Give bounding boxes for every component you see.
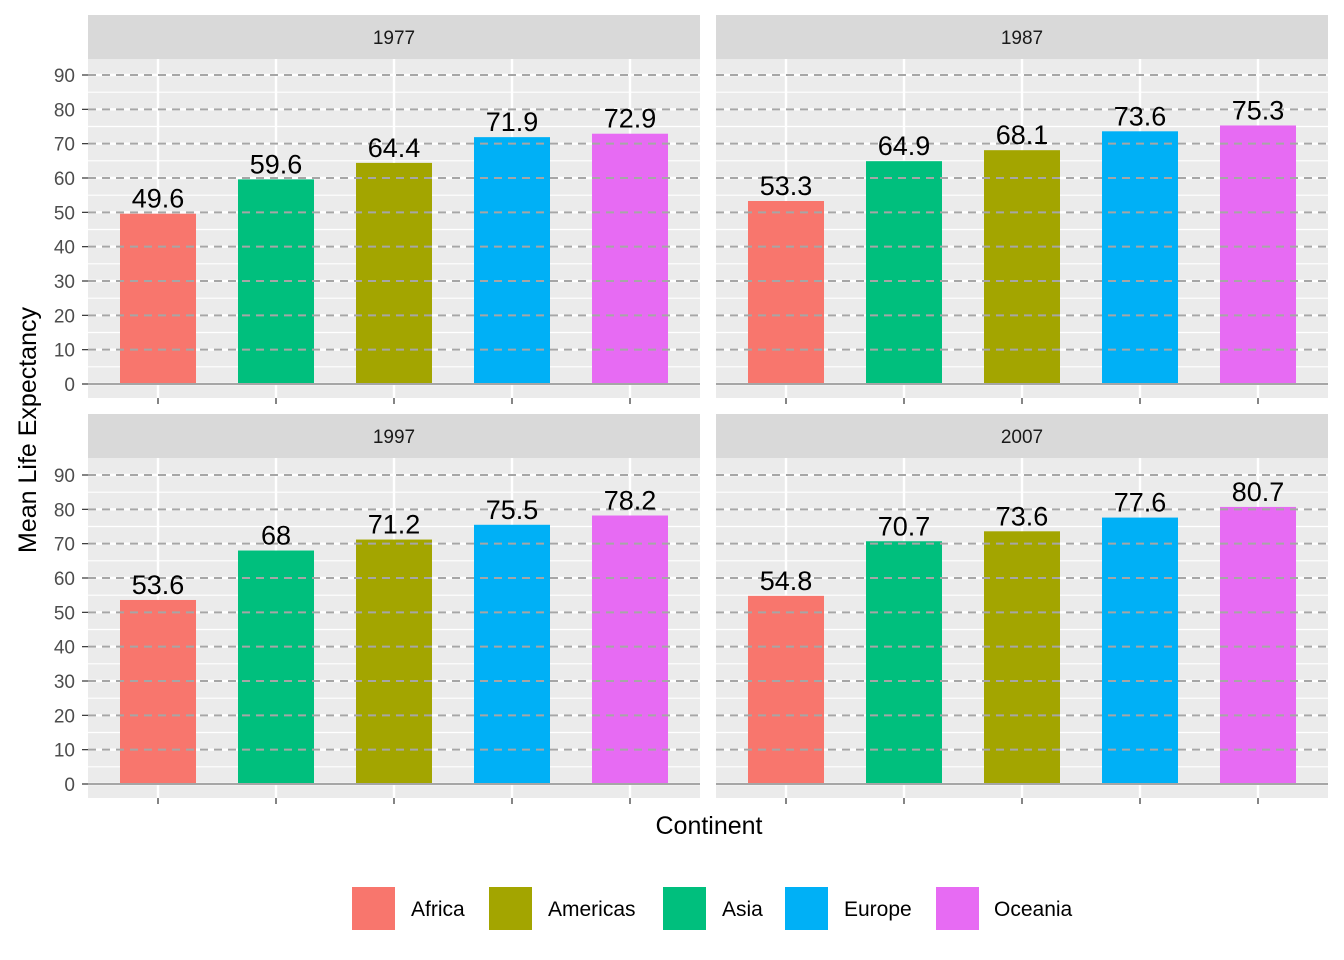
data-label: 64.4 bbox=[368, 133, 421, 163]
y-tick-label: 20 bbox=[54, 706, 75, 727]
facet-strip-label: 1987 bbox=[1001, 28, 1043, 49]
data-label: 71.2 bbox=[368, 510, 421, 540]
data-label: 75.3 bbox=[1232, 95, 1285, 125]
data-label: 59.6 bbox=[250, 149, 303, 179]
legend-label-asia: Asia bbox=[722, 898, 763, 921]
bar-asia bbox=[238, 550, 314, 784]
y-tick-label: 10 bbox=[54, 741, 75, 762]
bar-oceania bbox=[1220, 506, 1296, 784]
data-label: 64.9 bbox=[878, 131, 931, 161]
y-tick-label: 60 bbox=[54, 169, 75, 190]
y-tick-label: 80 bbox=[54, 100, 75, 121]
facet-strip-label: 1997 bbox=[373, 427, 415, 448]
data-label: 80.7 bbox=[1232, 477, 1285, 507]
facet-strip bbox=[716, 15, 1328, 59]
data-label: 78.2 bbox=[604, 486, 657, 516]
y-tick-label: 30 bbox=[54, 272, 75, 293]
y-tick-label: 90 bbox=[54, 466, 75, 487]
data-label: 54.8 bbox=[760, 566, 813, 596]
data-label: 75.5 bbox=[486, 495, 539, 525]
facet-strip bbox=[88, 414, 700, 458]
bar-americas bbox=[984, 531, 1060, 784]
y-axis-title: Mean Life Expectancy bbox=[14, 307, 42, 553]
facet-strip-label: 1977 bbox=[373, 28, 415, 49]
y-tick-label: 40 bbox=[54, 638, 75, 659]
data-label: 77.6 bbox=[1114, 488, 1167, 518]
legend-key-africa bbox=[352, 887, 395, 930]
y-tick-label: 50 bbox=[54, 603, 75, 624]
data-label: 73.6 bbox=[996, 501, 1049, 531]
bar-oceania bbox=[1220, 125, 1296, 384]
data-label: 53.3 bbox=[760, 171, 813, 201]
facet-strip bbox=[716, 414, 1328, 458]
bar-americas bbox=[356, 162, 432, 384]
bar-africa bbox=[120, 599, 196, 784]
bar-europe bbox=[1102, 517, 1178, 784]
data-label: 73.6 bbox=[1114, 101, 1167, 131]
legend-key-asia bbox=[663, 887, 706, 930]
legend-label-africa: Africa bbox=[411, 898, 465, 921]
bar-oceania bbox=[592, 515, 668, 784]
legend-label-americas: Americas bbox=[548, 898, 636, 921]
y-tick-label: 0 bbox=[64, 375, 75, 396]
y-tick-label: 90 bbox=[54, 66, 75, 87]
y-tick-label: 70 bbox=[54, 535, 75, 556]
y-tick-label: 20 bbox=[54, 306, 75, 327]
facet-strip bbox=[88, 15, 700, 59]
bar-africa bbox=[120, 213, 196, 384]
bar-asia bbox=[866, 161, 942, 384]
legend-label-oceania: Oceania bbox=[994, 898, 1073, 921]
y-tick-label: 80 bbox=[54, 500, 75, 521]
x-axis-title: Continent bbox=[655, 812, 762, 840]
y-tick-label: 30 bbox=[54, 672, 75, 693]
bar-africa bbox=[748, 595, 824, 784]
bar-europe bbox=[474, 524, 550, 784]
legend-label-europe: Europe bbox=[844, 898, 912, 921]
data-label: 71.9 bbox=[486, 107, 539, 137]
bar-oceania bbox=[592, 133, 668, 384]
data-label: 68 bbox=[261, 521, 291, 551]
y-tick-label: 60 bbox=[54, 569, 75, 590]
bar-europe bbox=[474, 137, 550, 384]
data-label: 70.7 bbox=[878, 511, 931, 541]
y-tick-label: 70 bbox=[54, 135, 75, 156]
data-label: 53.6 bbox=[132, 570, 185, 600]
data-label: 68.1 bbox=[996, 120, 1049, 150]
bar-americas bbox=[984, 150, 1060, 384]
bar-africa bbox=[748, 201, 824, 384]
y-tick-label: 0 bbox=[64, 775, 75, 796]
legend-key-europe bbox=[785, 887, 828, 930]
bar-americas bbox=[356, 539, 432, 784]
bar-asia bbox=[866, 541, 942, 784]
legend-key-americas bbox=[489, 887, 532, 930]
y-tick-label: 10 bbox=[54, 341, 75, 362]
bar-europe bbox=[1102, 131, 1178, 384]
y-tick-label: 40 bbox=[54, 238, 75, 259]
data-label: 49.6 bbox=[132, 184, 185, 214]
data-label: 72.9 bbox=[604, 104, 657, 134]
legend-key-oceania bbox=[936, 887, 979, 930]
facet-strip-label: 2007 bbox=[1001, 427, 1043, 448]
y-tick-label: 50 bbox=[54, 203, 75, 224]
